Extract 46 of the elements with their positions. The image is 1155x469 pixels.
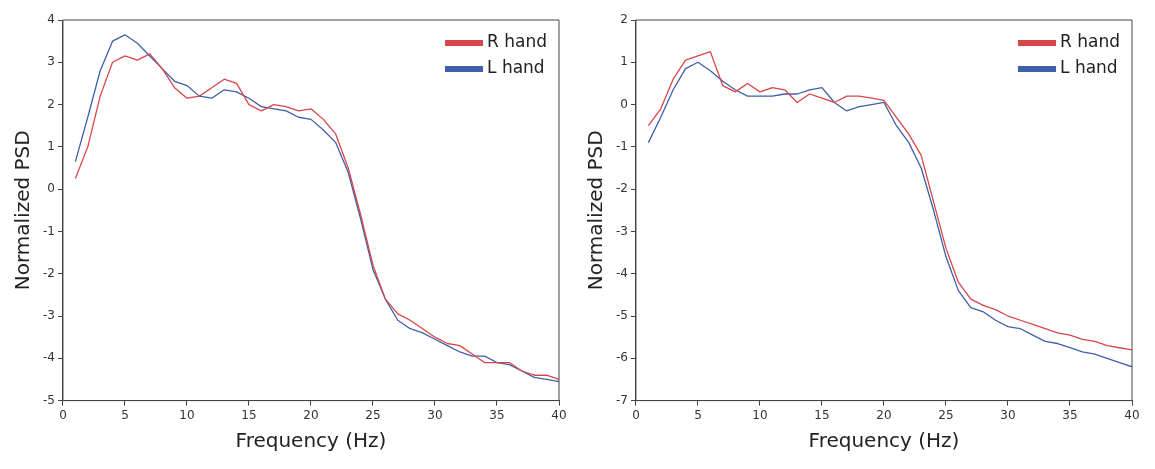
legend-label: L hand (487, 57, 545, 78)
x-tick-label: 40 (1124, 407, 1140, 422)
x-tick-label: 0 (59, 407, 67, 422)
y-tick-label: 4 (47, 12, 55, 27)
x-axis-title: Frequency (Hz) (808, 428, 960, 453)
x-tick-label: 20 (303, 407, 319, 422)
x-tick-label: 35 (489, 407, 505, 422)
y-tick-label: -5 (616, 308, 628, 323)
x-tick-label: 25 (365, 407, 381, 422)
x-tick-label: 10 (179, 407, 195, 422)
x-tick-label: 25 (938, 407, 954, 422)
x-tick-label: 15 (814, 407, 830, 422)
x-tick-label: 40 (551, 407, 567, 422)
y-tick-label: -2 (616, 181, 628, 196)
x-tick-label: 10 (752, 407, 768, 422)
x-tick-label: 0 (632, 407, 640, 422)
y-axis-title: Normalized PSD (583, 130, 608, 291)
x-axis-title: Frequency (Hz) (235, 428, 387, 453)
x-tick-label: 35 (1062, 407, 1078, 422)
x-tick-label: 15 (241, 407, 257, 422)
x-tick-label: 5 (121, 407, 129, 422)
y-tick-label: -7 (616, 392, 628, 407)
legend-label: R hand (1060, 31, 1121, 52)
y-tick-label: 2 (620, 12, 628, 27)
y-tick-label: -1 (616, 138, 628, 153)
y-tick-label: 0 (47, 181, 55, 196)
y-tick-label: 1 (620, 54, 628, 69)
y-tick-label: 0 (620, 96, 628, 111)
y-tick-label: 3 (47, 54, 55, 69)
y-tick-label: -4 (43, 350, 55, 365)
y-tick-label: -1 (43, 223, 55, 238)
y-tick-label: -4 (616, 265, 628, 280)
y-tick-label: -3 (616, 223, 628, 238)
legend-label: R hand (487, 31, 548, 52)
y-axis-title: Normalized PSD (10, 130, 35, 291)
x-tick-label: 30 (427, 407, 443, 422)
y-tick-label: 1 (47, 138, 55, 153)
x-tick-label: 30 (1000, 407, 1016, 422)
y-tick-label: -6 (616, 350, 628, 365)
y-tick-label: -5 (43, 392, 55, 407)
legend-label: L hand (1060, 57, 1118, 78)
x-tick-label: 20 (876, 407, 892, 422)
y-tick-label: 2 (47, 96, 55, 111)
y-tick-label: -2 (43, 265, 55, 280)
y-tick-label: -3 (43, 308, 55, 323)
x-tick-label: 5 (694, 407, 702, 422)
